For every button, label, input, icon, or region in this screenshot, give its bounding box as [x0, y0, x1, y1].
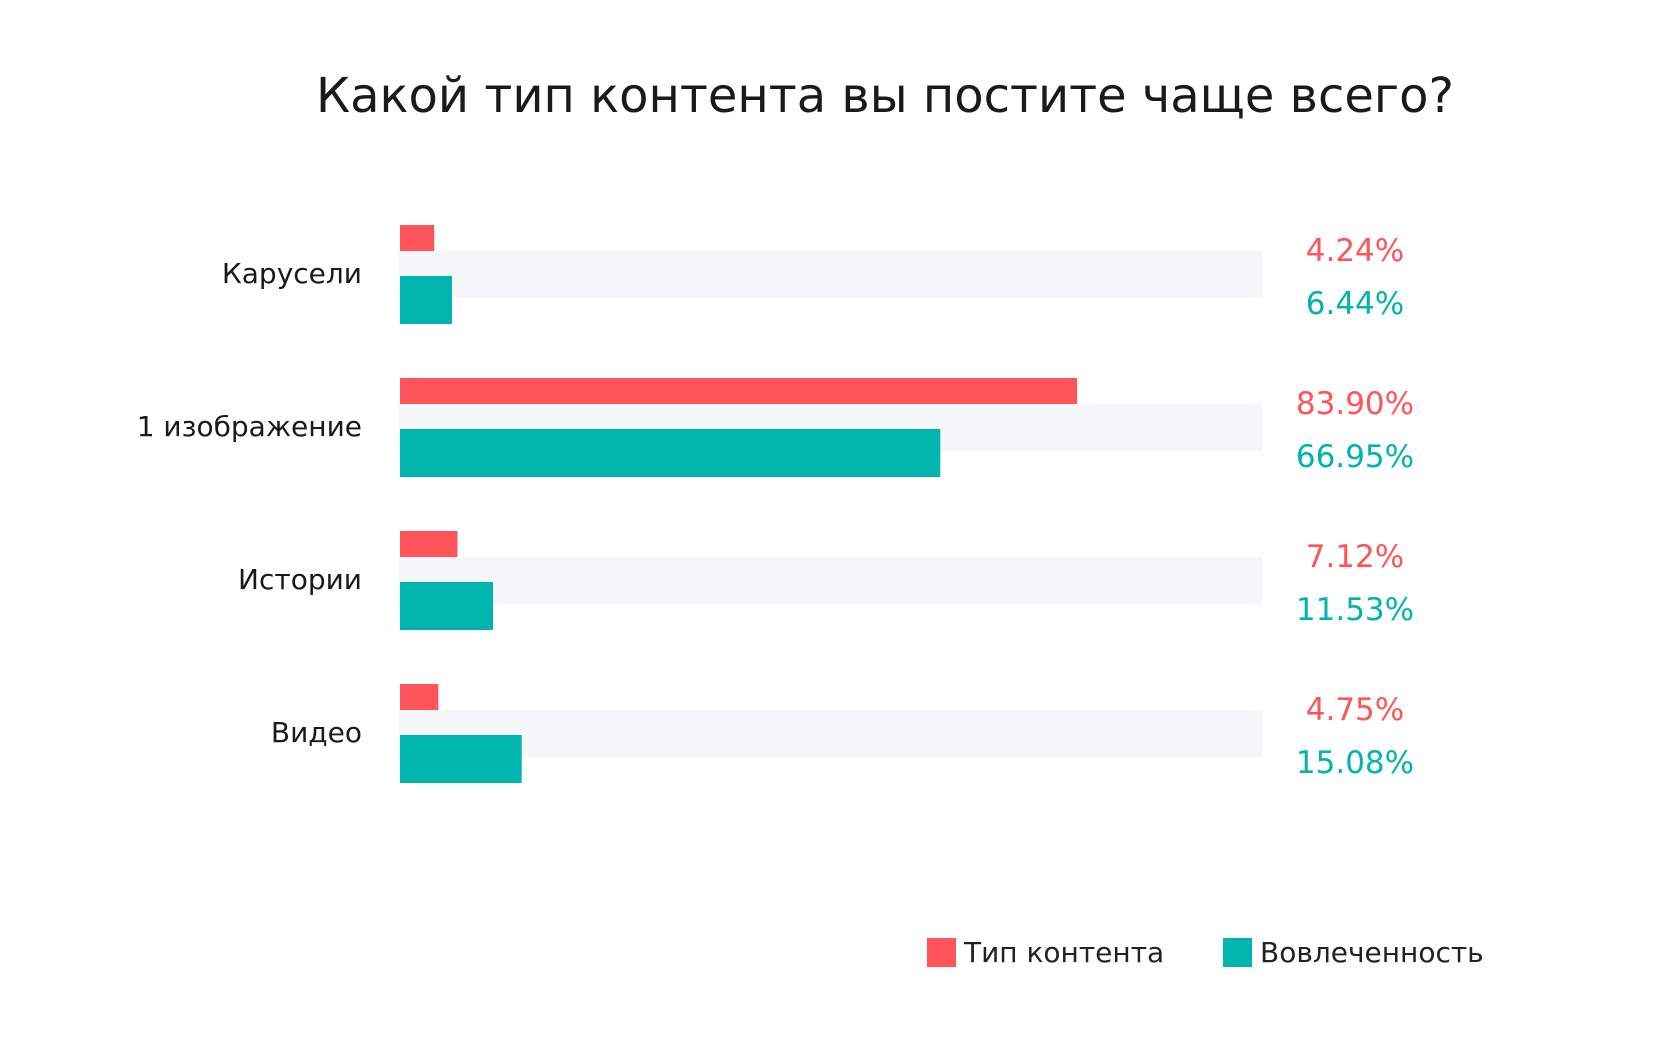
bar-content-type: [400, 225, 435, 251]
value-label: 83.90%: [1296, 386, 1414, 422]
value-label: 4.24%: [1306, 233, 1404, 269]
value-label: 15.08%: [1296, 745, 1414, 781]
value-label: 6.44%: [1306, 286, 1404, 322]
legend-item-engagement: Вовлеченность: [1223, 936, 1484, 969]
bar-engagement: [400, 582, 494, 630]
bar-track: [398, 710, 1262, 757]
bar-engagement: [400, 276, 452, 324]
bar-content-type: [400, 378, 1078, 404]
bar-content-type: [400, 531, 458, 557]
bar-engagement: [400, 429, 941, 477]
value-label: 4.75%: [1306, 692, 1404, 728]
legend-swatch: [1223, 938, 1252, 967]
legend-label: Тип контента: [964, 936, 1165, 969]
bar-track: [398, 557, 1262, 604]
chart-title: Какой тип контента вы постите чаще всего…: [316, 68, 1454, 124]
value-label: 11.53%: [1296, 592, 1414, 628]
bar-engagement: [400, 735, 522, 783]
category-label: Истории: [238, 563, 362, 596]
bar-track: [398, 251, 1262, 298]
bar-content-type: [400, 684, 439, 710]
value-label: 7.12%: [1306, 539, 1404, 575]
legend-item-content-type: Тип контента: [927, 936, 1164, 969]
category-label: 1 изображение: [137, 410, 362, 443]
legend-swatch: [927, 938, 956, 967]
value-label: 66.95%: [1296, 439, 1414, 475]
legend-label: Вовлеченность: [1260, 936, 1484, 969]
category-label: Карусели: [222, 257, 362, 290]
category-label: Видео: [271, 716, 362, 749]
